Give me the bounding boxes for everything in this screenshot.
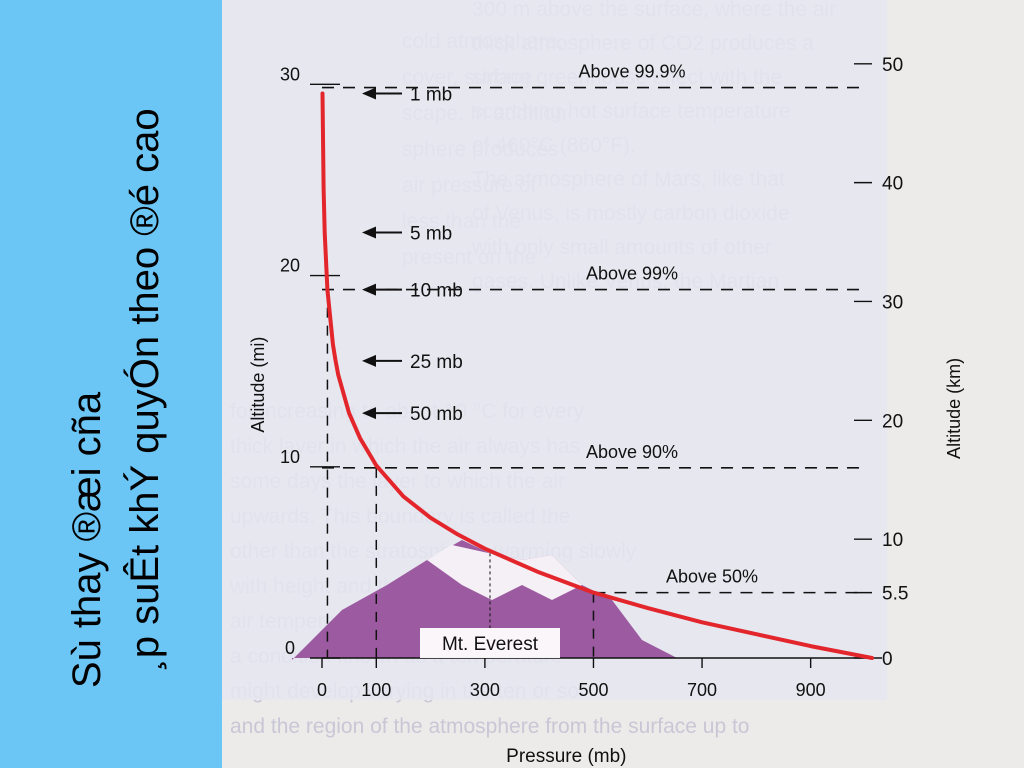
y-left-tick-label: 10 [280,447,300,467]
pressure-arrow-label: 50 mb [410,404,463,425]
level-label: Above 99.9% [578,62,685,82]
x-tick-label: 300 [470,680,500,700]
y-left-tick-label: 20 [280,256,300,276]
y-right-tick-label: 50 [882,55,903,76]
background-text-line: and the region of the atmosphere from th… [230,715,749,738]
x-tick-label: 100 [361,680,391,700]
mountain-shape [292,540,677,660]
pressure-arrow-head [362,354,376,367]
x-tick-label: 500 [578,680,608,700]
y-right-tick-label: 10 [882,530,903,551]
side-title-line1: Sù thay ®æi cña [65,391,109,688]
level-label: Above 90% [586,442,678,462]
y-left-tick-label: 0 [285,638,295,658]
x-tick-label: 0 [317,680,327,700]
y-right-tick-label: 20 [882,411,903,432]
pressure-arrow-label: 25 mb [410,352,463,373]
side-title-svg: Sù thay ®æi cña ¸p suÊt khÝ quyÓn theo ®… [65,108,167,688]
y-right-tick-label: 40 [882,174,903,195]
pressure-arrow-label: 1 mb [410,84,452,105]
y-right-axis-label: Altitude (km) [944,358,964,459]
annotation-layer: 1 mb 5 mb 10 mb 25 mb 50 mb Mt. Everest [362,84,560,658]
y-left-tick-label: 30 [280,64,300,84]
chart-stage: 300 m above the surface, where the airth… [222,0,1024,768]
y-right-tick-label: 5.5 [882,584,908,605]
y-right-tick-label: 30 [882,292,903,313]
level-label: Above 99% [586,264,678,284]
mountain-layer [292,540,677,660]
pressure-arrow-head [362,407,376,420]
left-band [0,0,222,768]
mountain-snow [427,545,582,600]
side-title-line2: ¸p suÊt khÝ quyÓn theo ®é cao [122,108,167,671]
y-left-axis-label: Altitude (mi) [248,337,268,433]
pressure-arrow-label: 5 mb [410,224,452,245]
x-tick-label: 700 [687,680,717,700]
pressure-arrow-head [362,87,376,100]
pressure-arrow-head [362,283,376,296]
side-title: Sù thay ®æi cña ¸p suÊt khÝ quyÓn theo ®… [40,20,190,750]
pressure-altitude-chart: 300 m above the surface, where the airth… [222,0,964,767]
guide-layer: Above 99.9% Above 99% Above 90% Above 50% [322,62,862,658]
peak-label: Mt. Everest [442,634,539,655]
pressure-curve [320,91,874,660]
level-label: Above 50% [666,567,758,587]
pressure-arrow-label: 10 mb [410,281,463,302]
curve-layer [320,91,874,660]
pressure-arrow-head [362,226,376,239]
y-right-tick-label: 0 [882,649,893,670]
x-tick-label: 900 [796,680,826,700]
x-axis-label: Pressure (mb) [506,746,626,767]
peak-label-box [420,628,560,658]
